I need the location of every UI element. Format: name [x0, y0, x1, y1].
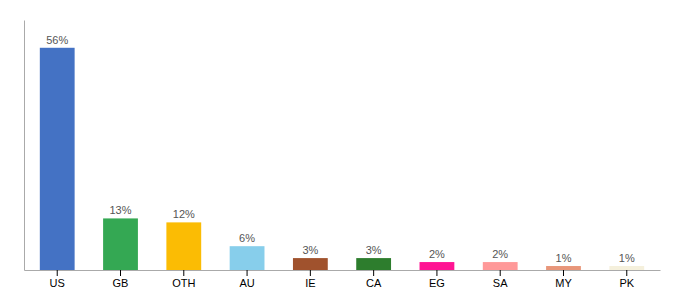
x-tick: GB — [113, 270, 129, 289]
bar — [103, 218, 138, 270]
data-label: 56% — [46, 34, 68, 46]
data-label: 2% — [492, 248, 508, 260]
x-tick-label: US — [50, 277, 65, 289]
x-tick-label: AU — [239, 277, 254, 289]
x-tick-label: IE — [305, 277, 315, 289]
x-axis-line — [25, 270, 661, 271]
data-label: 2% — [429, 248, 445, 260]
data-label: 1% — [556, 252, 572, 264]
x-tick-mark — [120, 270, 121, 276]
x-tick: US — [50, 270, 65, 289]
bar — [166, 222, 201, 270]
x-axis: US GB OTH AU IE CA EG SA MY PK — [25, 270, 661, 289]
data-labels: 56% 13% 12% 6% 3% 3% 2% 2% 1% 1% — [46, 34, 635, 264]
x-tick-label: SA — [493, 277, 508, 289]
x-tick-label: PK — [619, 277, 634, 289]
chart: US GB OTH AU IE CA EG SA MY PK 56% 13% 12% 6% 3% 3% 2% 2%… — [0, 0, 680, 300]
x-tick-mark — [57, 270, 58, 276]
data-label: 12% — [173, 208, 195, 220]
x-tick: EG — [429, 270, 445, 289]
bar — [293, 258, 328, 270]
bar — [420, 262, 455, 270]
x-tick-label: EG — [429, 277, 445, 289]
data-label: 3% — [366, 244, 382, 256]
y-axis-line — [24, 21, 25, 271]
x-tick-mark — [183, 270, 184, 276]
x-tick: OTH — [172, 270, 195, 289]
data-label: 1% — [619, 252, 635, 264]
x-tick-label: MY — [555, 277, 572, 289]
bar — [609, 266, 644, 270]
x-tick-mark — [373, 270, 374, 276]
data-label: 13% — [109, 204, 131, 216]
y-axis — [24, 21, 25, 271]
x-tick: AU — [239, 270, 254, 289]
x-tick: SA — [493, 270, 508, 289]
data-label: 3% — [302, 244, 318, 256]
bar — [483, 262, 518, 270]
data-label: 6% — [239, 232, 255, 244]
x-tick-mark — [436, 270, 437, 276]
x-tick-mark — [626, 270, 627, 276]
bar — [40, 48, 75, 270]
bar — [230, 246, 265, 270]
x-tick: CA — [366, 270, 382, 289]
x-tick-label: OTH — [172, 277, 195, 289]
x-tick: MY — [555, 270, 572, 289]
plot: US GB OTH AU IE CA EG SA MY PK 56% 13% 12% 6% 3% 3% 2% 2%… — [25, 21, 661, 289]
x-tick: PK — [619, 270, 634, 289]
x-tick-mark — [563, 270, 564, 276]
x-tick-mark — [247, 270, 248, 276]
bar — [546, 266, 581, 270]
x-tick-mark — [500, 270, 501, 276]
x-tick: IE — [305, 270, 315, 289]
x-tick-label: GB — [113, 277, 129, 289]
bars — [40, 48, 644, 270]
x-tick-mark — [310, 270, 311, 276]
bar — [356, 258, 391, 270]
x-tick-label: CA — [366, 277, 382, 289]
